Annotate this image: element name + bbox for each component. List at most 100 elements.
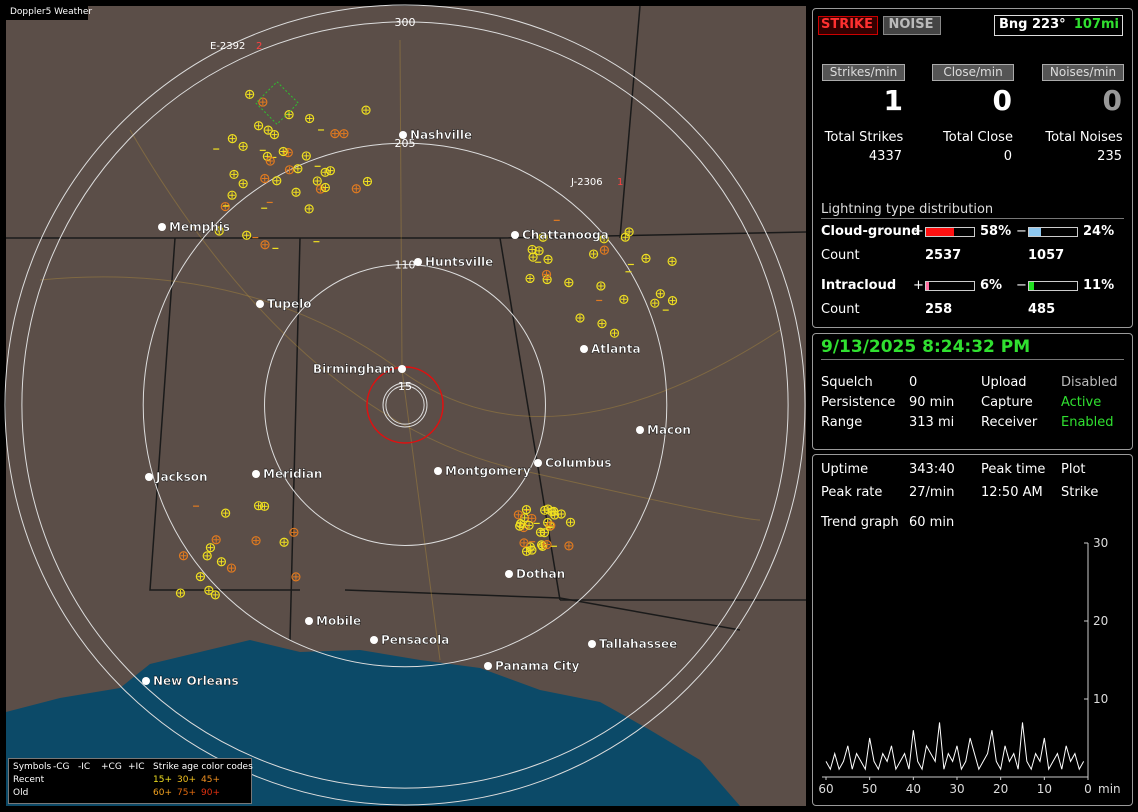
strike xyxy=(590,251,597,258)
strike xyxy=(260,173,270,184)
panel-box xyxy=(812,333,1133,450)
city-label: Macon xyxy=(647,423,691,437)
storm-count: 1 xyxy=(617,177,623,188)
count-label: Count xyxy=(821,248,860,263)
strike xyxy=(195,572,206,582)
legend-head: +IC xyxy=(128,762,145,772)
bar-fill xyxy=(1029,282,1035,290)
strike xyxy=(213,536,220,543)
legend-head: Symbols xyxy=(13,762,52,772)
strike xyxy=(538,232,548,242)
strike xyxy=(530,254,537,261)
ring-label: 205 xyxy=(395,137,416,150)
city-label: Tallahassee xyxy=(599,637,677,651)
strike xyxy=(526,522,533,529)
city-label: New Orleans xyxy=(153,674,239,688)
range-ring xyxy=(142,142,668,668)
center-ring xyxy=(382,382,428,428)
strike xyxy=(229,169,239,180)
badge: Doppler5 Weather xyxy=(10,7,93,17)
sign: − xyxy=(1016,278,1027,293)
stat: Trend graph xyxy=(821,515,899,530)
sensor-box xyxy=(255,81,299,125)
strike xyxy=(216,557,227,567)
bearing: Bng 223° xyxy=(999,17,1066,32)
strike xyxy=(609,328,620,338)
sign: − xyxy=(1016,224,1027,239)
rate-label: Noises/min xyxy=(1049,65,1117,79)
strike xyxy=(540,234,547,241)
strike xyxy=(322,184,329,191)
strike xyxy=(238,141,248,152)
city-dot xyxy=(398,365,406,373)
strike xyxy=(273,177,280,184)
city-dot xyxy=(158,223,166,231)
strike xyxy=(211,535,221,545)
city-dot xyxy=(256,300,264,308)
city-dot xyxy=(142,677,150,685)
strike xyxy=(180,552,187,559)
total-value: 0 xyxy=(1003,149,1012,164)
stat: Strike xyxy=(1061,485,1099,500)
strike xyxy=(589,249,599,259)
strike xyxy=(255,122,262,129)
strike xyxy=(291,187,301,197)
strike xyxy=(210,590,220,600)
strike xyxy=(269,130,280,140)
mode-label: STRIKE xyxy=(820,17,874,32)
city-dot xyxy=(580,345,588,353)
strike xyxy=(242,230,252,240)
x-tick-label: 0 xyxy=(1084,782,1092,796)
strike xyxy=(547,507,557,517)
strike xyxy=(556,509,566,519)
strike xyxy=(527,244,537,255)
ring-label: 110 xyxy=(395,259,416,272)
bar-track xyxy=(1028,227,1078,237)
strike xyxy=(519,538,529,548)
strike xyxy=(261,503,268,510)
age-code: 15+ xyxy=(153,775,172,785)
strike xyxy=(667,296,678,306)
rate-value: 1 xyxy=(883,84,903,117)
range-ring xyxy=(4,4,806,806)
strike xyxy=(265,127,272,134)
strike xyxy=(567,519,574,526)
city-label: Atlanta xyxy=(591,342,641,356)
strike xyxy=(312,176,322,186)
mode-button[interactable] xyxy=(818,16,878,35)
strike xyxy=(535,527,546,537)
strike-markers xyxy=(175,81,678,600)
storm-id: E-2392 xyxy=(210,41,245,52)
city-dot xyxy=(588,640,596,648)
strike xyxy=(251,536,261,546)
x-tick-label: 60 xyxy=(818,782,833,796)
strike xyxy=(650,298,660,308)
mode-button[interactable] xyxy=(883,16,941,35)
strike xyxy=(304,204,314,214)
city-dot xyxy=(434,467,442,475)
status: 0 xyxy=(909,375,918,390)
strike xyxy=(178,551,189,561)
strike xyxy=(229,192,236,199)
strike xyxy=(226,563,237,573)
status: 90 min xyxy=(909,395,955,410)
strike xyxy=(177,590,184,597)
x-tick-label: 50 xyxy=(862,782,877,796)
strike xyxy=(544,541,551,548)
datetime: 9/13/2025 8:24:32 PM xyxy=(821,337,1031,357)
strike xyxy=(340,130,347,137)
stat: 343:40 xyxy=(909,462,955,477)
x-unit: min xyxy=(1098,782,1121,796)
map-base xyxy=(6,6,806,806)
strike xyxy=(202,551,212,561)
city-label: Huntsville xyxy=(425,255,493,269)
strike xyxy=(216,227,223,234)
strike xyxy=(598,320,605,327)
strike xyxy=(339,129,349,139)
total-label: Total Noises xyxy=(1045,130,1123,145)
strike xyxy=(317,186,324,193)
city-label: Chattanooga xyxy=(522,228,609,242)
strike xyxy=(364,178,371,185)
stat: Peak time xyxy=(981,462,1046,477)
